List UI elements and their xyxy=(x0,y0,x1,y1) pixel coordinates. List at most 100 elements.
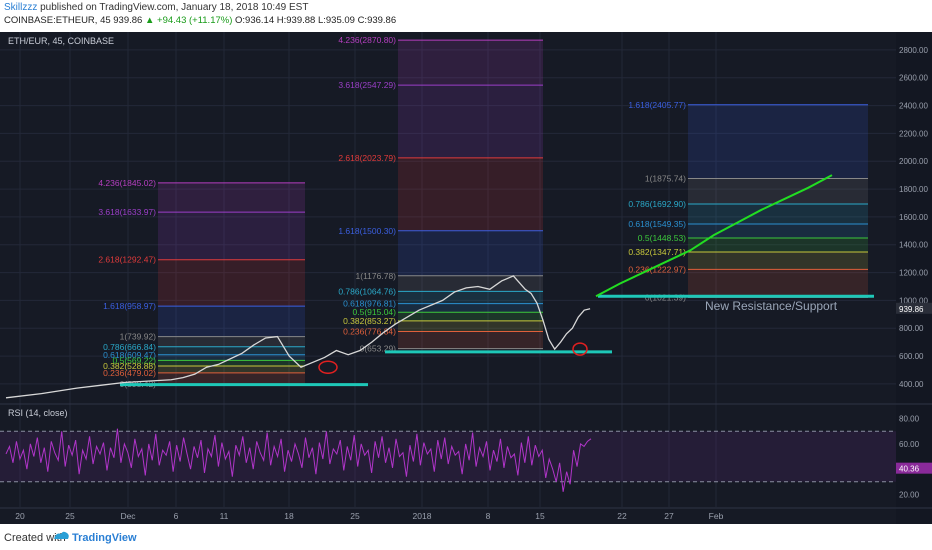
y-tick-label: 2400.00 xyxy=(899,102,928,111)
fib-band xyxy=(398,331,543,349)
y-tick-label: 2000.00 xyxy=(899,157,928,166)
fib-band xyxy=(158,212,305,260)
y-tick-label: 1200.00 xyxy=(899,269,928,278)
x-tick-label: 11 xyxy=(220,511,229,521)
fib-level-label: 0.786(666.84) xyxy=(103,342,156,352)
chart-svg[interactable]: 4.236(1845.02) 3.618(1633.97) 2.618(1292.4… xyxy=(0,32,932,524)
chart-area[interactable]: 4.236(1845.02) 3.618(1633.97) 2.618(1292.4… xyxy=(0,32,932,524)
fib-level-label: 1.618(1500.30) xyxy=(338,226,396,236)
x-tick-label: 15 xyxy=(535,511,545,521)
annotation-text: New Resistance/Support xyxy=(705,299,838,313)
fib-level-label: 4.236(1845.02) xyxy=(98,178,156,188)
x-tick-label: 20 xyxy=(15,511,25,521)
fib-band xyxy=(688,223,868,238)
projection-line xyxy=(595,174,833,298)
fib-level-label: 0.786(1692.90) xyxy=(628,199,686,209)
x-tick-label: Feb xyxy=(709,511,724,521)
fib-band xyxy=(158,360,305,366)
fib-level-label: 0.618(609.47) xyxy=(103,350,156,360)
publish-info: Skillzzz published on TradingView.com, J… xyxy=(4,2,308,13)
ohlc-values: O:936.14 H:939.88 L:935.09 C:939.86 xyxy=(232,15,397,26)
fib-level-label: 3.618(1633.97) xyxy=(98,207,156,217)
rsi-line xyxy=(5,428,592,492)
y-tick-label: 400.00 xyxy=(899,380,924,389)
fib-band xyxy=(398,303,543,313)
price-tag xyxy=(896,302,932,314)
chart-background xyxy=(0,32,932,524)
price-axis xyxy=(896,32,932,524)
fib-band xyxy=(688,104,868,179)
footer: Created with TradingView xyxy=(0,526,932,550)
y-tick-label: 1800.00 xyxy=(899,185,928,194)
x-tick-label: 2018 xyxy=(413,511,432,521)
x-tick-label: 25 xyxy=(350,511,360,521)
fib-band xyxy=(398,320,543,332)
fib-level-label: 0.5(1448.53) xyxy=(638,233,686,243)
fib-band xyxy=(158,365,305,373)
y-tick-label: 800.00 xyxy=(899,324,924,333)
fib-level-label: 0.236(479.02) xyxy=(103,368,156,378)
fib-level-label: 0.236(776.84) xyxy=(343,326,396,336)
fib-level-label: 2.618(2023.79) xyxy=(338,153,396,163)
chart-title: ETH/EUR, 45, COINBASE xyxy=(8,36,114,46)
x-tick-label: Dec xyxy=(120,511,136,521)
fib-band xyxy=(688,203,868,224)
fib-band xyxy=(688,237,868,253)
fib-level-label: 0.618(1549.35) xyxy=(628,219,686,229)
low-circle xyxy=(318,360,338,374)
fib-band xyxy=(398,85,543,158)
fib-level-label: 0.5(569.22) xyxy=(113,355,157,365)
fib-band xyxy=(398,312,543,321)
author-link[interactable]: Skillzzz xyxy=(4,2,38,13)
fib-band xyxy=(688,269,868,298)
low-circle xyxy=(572,342,588,356)
fib-band xyxy=(158,372,305,385)
x-tick-label: 22 xyxy=(617,511,627,521)
y-tick-label: 2800.00 xyxy=(899,46,928,55)
fib-level-label: 0.382(528.88) xyxy=(103,361,156,371)
tradingview-brand[interactable]: TradingView xyxy=(72,532,137,544)
x-tick-label: 27 xyxy=(664,511,674,521)
fib-band xyxy=(688,252,868,270)
fib-band xyxy=(688,178,868,204)
fib-band xyxy=(158,259,305,307)
rsi-tick-label: 20.00 xyxy=(899,490,920,499)
tradingview-logo-icon xyxy=(54,531,69,539)
fib-band xyxy=(158,336,305,347)
created-with-label: Created with xyxy=(4,532,66,544)
price-change: ▲ +94.43 (+11.17%) xyxy=(144,15,233,26)
y-tick-label: 2600.00 xyxy=(899,74,928,83)
rsi-tag xyxy=(896,462,932,474)
fib-level-label: 0(653.29) xyxy=(360,344,397,354)
fib-level-label: 3.618(2547.29) xyxy=(338,80,396,90)
publish-text: published on TradingView.com, January 18… xyxy=(37,2,309,13)
rsi-tag-label: 40.36 xyxy=(899,465,920,474)
fib-level-label: 2.618(1292.47) xyxy=(98,255,156,265)
fib-level-label: 1(1176.78) xyxy=(356,271,397,281)
fib-level-label: 1(1875.74) xyxy=(645,174,686,184)
y-tick-label: 1000.00 xyxy=(899,296,928,305)
fib-band xyxy=(158,306,305,337)
fib-band xyxy=(398,157,543,231)
fib-level-label: 1.618(958.97) xyxy=(103,301,156,311)
price-line xyxy=(5,275,591,399)
fib-level-label: 0.786(1064.76) xyxy=(338,286,396,296)
x-tick-label: 25 xyxy=(65,511,75,521)
y-tick-label: 600.00 xyxy=(899,352,924,361)
y-tick-label: 1600.00 xyxy=(899,213,928,222)
rsi-tick-label: 80.00 xyxy=(899,415,920,424)
rsi-tick-label: 60.00 xyxy=(899,440,920,449)
fib-band xyxy=(398,230,543,276)
fib-band xyxy=(158,346,305,355)
symbol-info: COINBASE:ETHEUR, 45 939.86 ▲ +94.43 (+11… xyxy=(4,15,396,26)
symbol-line: COINBASE:ETHEUR, 45 939.86 xyxy=(4,15,143,26)
y-tick-label: 2200.00 xyxy=(899,129,928,138)
fib-level-label: 1.618(2405.77) xyxy=(628,100,686,110)
fib-level-label: 0.618(976.81) xyxy=(343,299,396,309)
rsi-title: RSI (14, close) xyxy=(8,408,68,418)
fib-band xyxy=(158,182,305,213)
fib-level-label: 1(739.92) xyxy=(120,332,157,342)
y-tick-label: 1400.00 xyxy=(899,241,928,250)
fib-band xyxy=(398,40,543,86)
x-tick-label: 18 xyxy=(284,511,294,521)
